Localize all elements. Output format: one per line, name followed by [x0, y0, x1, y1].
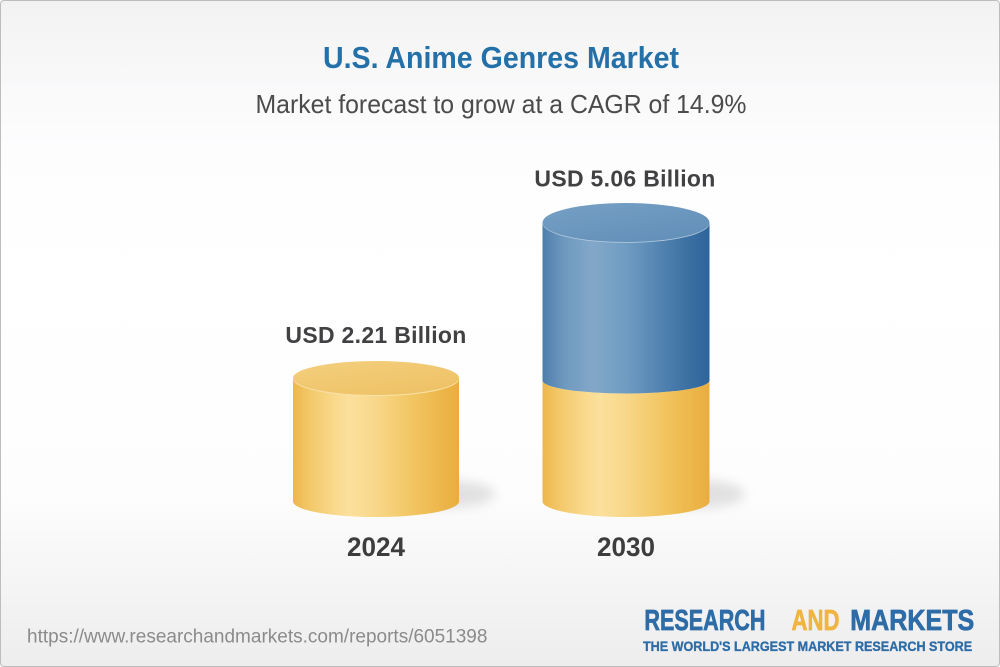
- svg-text:AND: AND: [792, 605, 840, 636]
- svg-text:Market forecast to grow at a C: Market forecast to grow at a CAGR of 14.…: [256, 89, 747, 119]
- svg-text:RESEARCH: RESEARCH: [644, 605, 765, 637]
- svg-text:USD 5.06 Billion: USD 5.06 Billion: [534, 166, 715, 192]
- svg-text:2024: 2024: [347, 532, 405, 562]
- svg-text:https://www.researchandmarkets: https://www.researchandmarkets.com/repor…: [27, 627, 487, 648]
- svg-text:USD 2.21 Billion: USD 2.21 Billion: [285, 322, 466, 348]
- svg-text:U.S. Anime Genres Market: U.S. Anime Genres Market: [323, 40, 679, 75]
- svg-text:THE WORLD'S LARGEST MARKET RES: THE WORLD'S LARGEST MARKET RESEARCH STOR…: [643, 638, 972, 654]
- svg-text:MARKETS: MARKETS: [850, 604, 974, 636]
- svg-text:2030: 2030: [597, 532, 655, 562]
